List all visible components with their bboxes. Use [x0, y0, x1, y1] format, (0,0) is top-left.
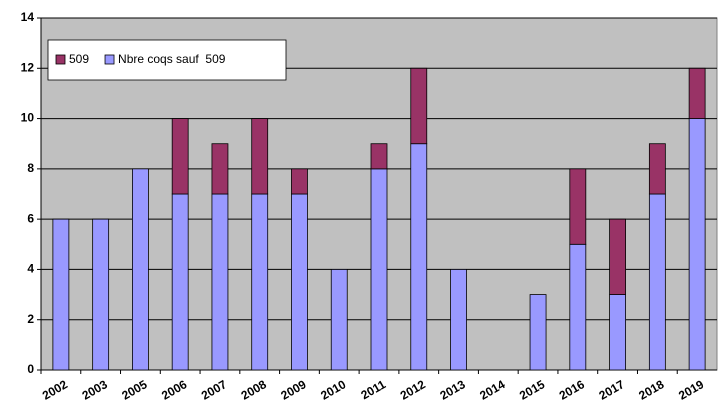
bar-segment: [171, 118, 189, 195]
legend-box: [47, 39, 287, 81]
bar-segment: [529, 294, 547, 371]
x-tick-label: 2013: [437, 377, 467, 403]
x-tick-label: 2015: [517, 377, 547, 403]
y-tick-label: 4: [27, 262, 34, 276]
bar-segment: [52, 218, 70, 371]
x-tick-label: 2019: [676, 377, 706, 403]
bar-segment: [410, 143, 428, 371]
legend-label: Nbre coqs sauf 509: [118, 52, 226, 66]
y-tick-label: 6: [27, 211, 34, 225]
legend-swatch: [104, 54, 115, 65]
bar-segment: [370, 143, 388, 170]
y-tick-label: 2: [27, 312, 34, 326]
y-tick-label: 14: [21, 10, 35, 24]
y-tick-label: 0: [27, 362, 34, 376]
bar-segment: [569, 168, 587, 245]
bar-segment: [251, 193, 269, 371]
y-tick-label: 8: [27, 161, 34, 175]
legend-label: 509: [69, 52, 89, 66]
x-tick-label: 2009: [278, 377, 308, 403]
x-tick-label: 2003: [80, 377, 110, 403]
bar-segment: [569, 243, 587, 371]
bar-segment: [648, 143, 666, 195]
x-tick-label: 2005: [119, 377, 149, 403]
bar-segment: [132, 168, 149, 371]
bar-segment: [291, 168, 308, 195]
x-tick-label: 2011: [359, 377, 389, 402]
x-tick-label: 2006: [159, 377, 189, 403]
x-tick-label: 2016: [557, 377, 587, 403]
bar-segment: [291, 193, 308, 371]
bar-segment: [330, 269, 348, 371]
bar-segment: [648, 193, 666, 371]
x-tick-label: 2007: [199, 377, 229, 403]
y-tick-label: 12: [21, 60, 35, 74]
bar-segment: [211, 143, 229, 195]
bar-segment: [688, 67, 706, 119]
legend-swatch: [55, 54, 66, 65]
bar-segment: [410, 67, 428, 145]
bar-segment: [609, 218, 626, 295]
bar-segment: [211, 193, 229, 371]
x-tick-label: 2018: [636, 377, 666, 403]
bar-segment: [251, 118, 269, 195]
bar-segment: [688, 118, 706, 371]
x-tick-label: 2010: [318, 377, 348, 403]
x-tick-label: 2002: [40, 377, 70, 403]
bar-segment: [92, 218, 110, 371]
bar-segment: [370, 168, 388, 371]
x-tick-label: 2008: [239, 377, 269, 403]
y-tick-label: 10: [21, 111, 35, 125]
bar-segment: [171, 193, 189, 371]
bar-segment: [609, 294, 626, 371]
x-tick-label: 2012: [398, 377, 428, 403]
x-tick-label: 2017: [597, 377, 627, 403]
bar-segment: [450, 269, 467, 371]
x-tick-label: 2014: [477, 377, 507, 403]
